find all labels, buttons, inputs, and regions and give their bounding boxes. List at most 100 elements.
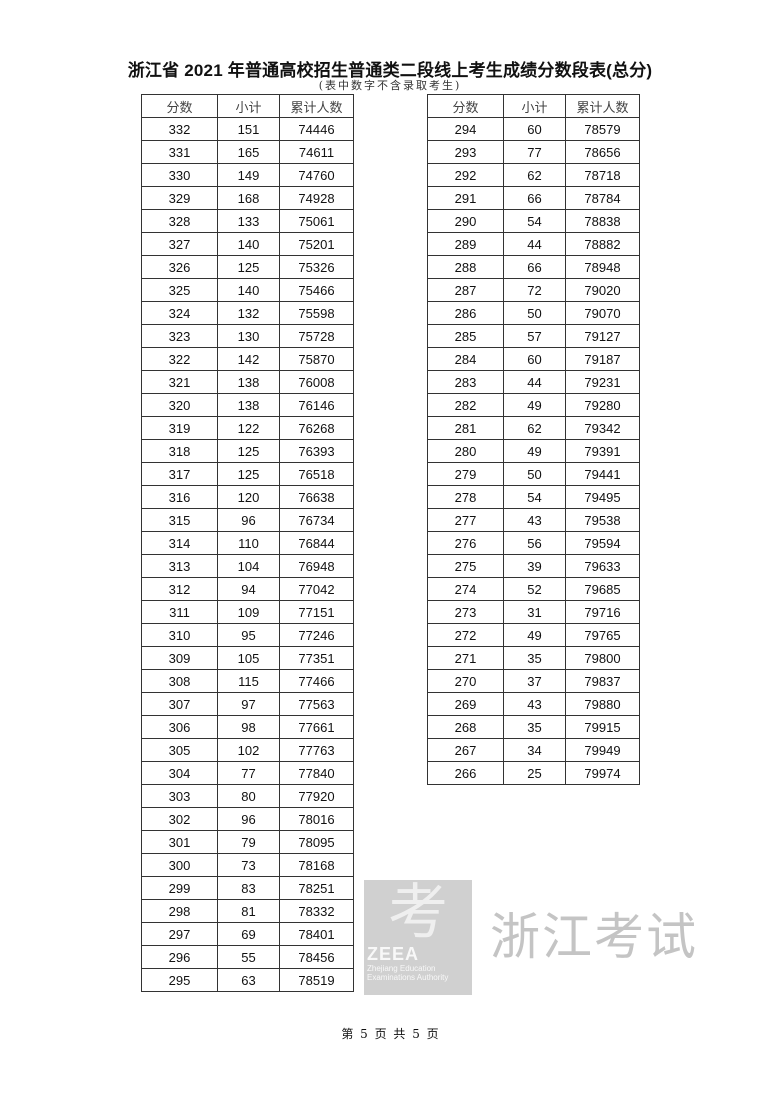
cell-subtotal: 50	[503, 462, 566, 486]
cell-score: 267	[427, 738, 504, 762]
cell-cumulative: 77763	[279, 738, 354, 762]
cell-cumulative: 78251	[279, 876, 354, 900]
cell-score: 285	[427, 324, 504, 348]
table-row: 267 34 79949	[427, 738, 640, 762]
cell-score: 277	[427, 508, 504, 532]
cell-score: 275	[427, 554, 504, 578]
table-row: 288 66 78948	[427, 255, 640, 279]
cell-subtotal: 57	[503, 324, 566, 348]
table-row: 279 50 79441	[427, 462, 640, 486]
cell-cumulative: 79391	[565, 439, 640, 463]
score-table-right: 分数 小计 累计人数 294 60 78579 293 77 78656 292 62 7871…	[427, 94, 640, 785]
page-footer: 第 5 页 共 5 页	[341, 1027, 439, 1041]
cell-cumulative: 76146	[279, 393, 354, 417]
cell-cumulative: 76008	[279, 370, 354, 394]
table-row: 294 60 78579	[427, 117, 640, 141]
column-header-cumulative: 累计人数	[565, 94, 640, 118]
cell-cumulative: 78948	[565, 255, 640, 279]
cell-cumulative: 78401	[279, 922, 354, 946]
table-row: 326 125 75326	[141, 255, 354, 279]
cell-score: 273	[427, 600, 504, 624]
table-row: 306 98 77661	[141, 715, 354, 739]
table-row: 293 77 78656	[427, 140, 640, 164]
cell-cumulative: 74760	[279, 163, 354, 187]
cell-score: 279	[427, 462, 504, 486]
cell-subtotal: 95	[217, 623, 280, 647]
cell-cumulative: 74446	[279, 117, 354, 141]
cell-score: 307	[141, 692, 218, 716]
table-row: 318 125 76393	[141, 439, 354, 463]
cell-score: 288	[427, 255, 504, 279]
cell-subtotal: 43	[503, 692, 566, 716]
page-title: 浙江省 2021 年普通高校招生普通类二段线上考生成绩分数段表(总分)	[127, 61, 653, 80]
cell-score: 302	[141, 807, 218, 831]
table-row: 281 62 79342	[427, 416, 640, 440]
cell-score: 325	[141, 278, 218, 302]
cell-cumulative: 79187	[565, 347, 640, 371]
cell-subtotal: 120	[217, 485, 280, 509]
cell-subtotal: 63	[217, 968, 280, 992]
cell-score: 274	[427, 577, 504, 601]
cell-cumulative: 74611	[279, 140, 354, 164]
cell-cumulative: 77840	[279, 761, 354, 785]
cell-score: 318	[141, 439, 218, 463]
cell-score: 272	[427, 623, 504, 647]
cell-subtotal: 77	[503, 140, 566, 164]
table-row: 305 102 77763	[141, 738, 354, 762]
cell-score: 297	[141, 922, 218, 946]
cell-cumulative: 78718	[565, 163, 640, 187]
cell-score: 266	[427, 761, 504, 785]
cell-score: 291	[427, 186, 504, 210]
table-row: 296 55 78456	[141, 945, 354, 969]
cell-cumulative: 79974	[565, 761, 640, 785]
table-row: 311 109 77151	[141, 600, 354, 624]
table-row: 273 31 79716	[427, 600, 640, 624]
cell-score: 323	[141, 324, 218, 348]
table-row: 300 73 78168	[141, 853, 354, 877]
cell-cumulative: 79949	[565, 738, 640, 762]
table-row: 307 97 77563	[141, 692, 354, 716]
cell-cumulative: 79765	[565, 623, 640, 647]
cell-cumulative: 77151	[279, 600, 354, 624]
table-row: 314 110 76844	[141, 531, 354, 555]
cell-subtotal: 55	[217, 945, 280, 969]
cell-subtotal: 49	[503, 623, 566, 647]
cell-cumulative: 76268	[279, 416, 354, 440]
cell-score: 327	[141, 232, 218, 256]
cell-subtotal: 149	[217, 163, 280, 187]
cell-cumulative: 79342	[565, 416, 640, 440]
cell-cumulative: 75466	[279, 278, 354, 302]
cell-score: 281	[427, 416, 504, 440]
cell-subtotal: 125	[217, 439, 280, 463]
cell-score: 296	[141, 945, 218, 969]
cell-cumulative: 78016	[279, 807, 354, 831]
cell-score: 316	[141, 485, 218, 509]
cell-cumulative: 78882	[565, 232, 640, 256]
table-row: 316 120 76638	[141, 485, 354, 509]
table-row: 274 52 79685	[427, 577, 640, 601]
cell-score: 283	[427, 370, 504, 394]
cell-score: 319	[141, 416, 218, 440]
table-row: 320 138 76146	[141, 393, 354, 417]
table-row: 275 39 79633	[427, 554, 640, 578]
cell-subtotal: 66	[503, 255, 566, 279]
table-row: 299 83 78251	[141, 876, 354, 900]
table-row: 295 63 78519	[141, 968, 354, 992]
cell-cumulative: 75201	[279, 232, 354, 256]
table-row: 266 25 79974	[427, 761, 640, 785]
cell-cumulative: 79716	[565, 600, 640, 624]
table-row: 271 35 79800	[427, 646, 640, 670]
watermark-logo: 考 ZEEA Zhejiang Education Examinations A…	[364, 880, 472, 995]
cell-cumulative: 75061	[279, 209, 354, 233]
table-row: 309 105 77351	[141, 646, 354, 670]
cell-subtotal: 142	[217, 347, 280, 371]
table-row: 291 66 78784	[427, 186, 640, 210]
cell-score: 271	[427, 646, 504, 670]
table-row: 269 43 79880	[427, 692, 640, 716]
cell-cumulative: 79231	[565, 370, 640, 394]
cell-subtotal: 96	[217, 807, 280, 831]
table-row: 323 130 75728	[141, 324, 354, 348]
cell-cumulative: 78168	[279, 853, 354, 877]
table-row: 328 133 75061	[141, 209, 354, 233]
cell-cumulative: 78095	[279, 830, 354, 854]
